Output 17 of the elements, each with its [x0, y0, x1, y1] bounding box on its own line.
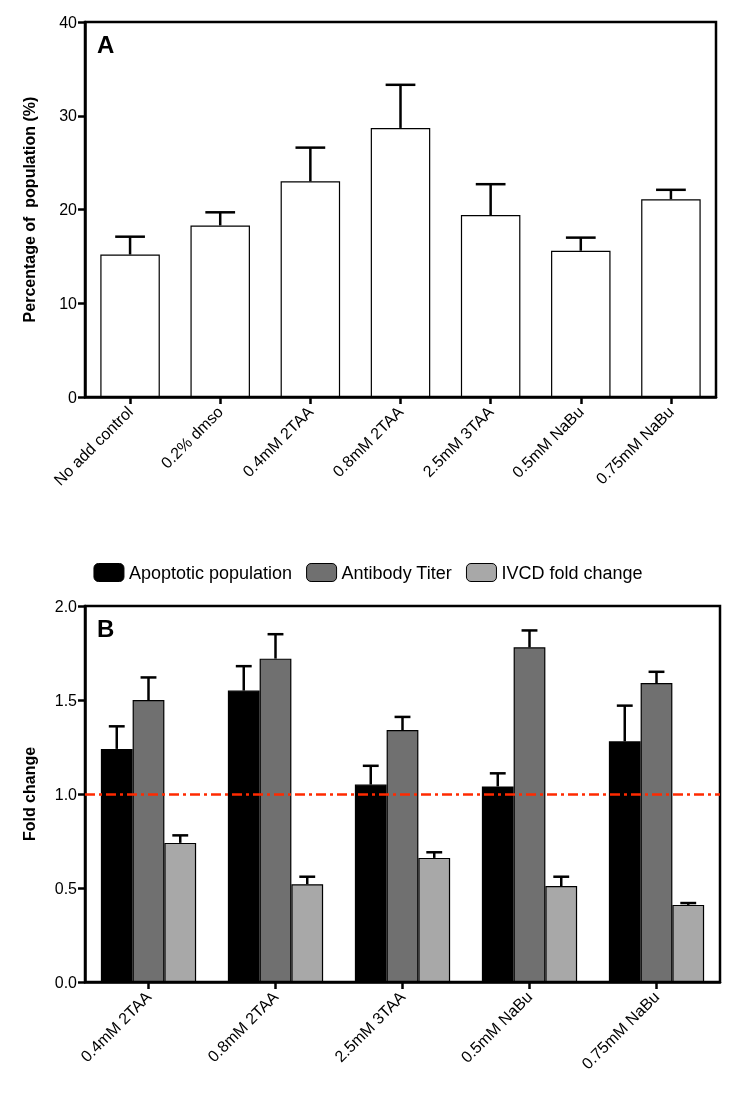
legend-label: Antibody Titer — [341, 562, 452, 583]
y-tick-label: 1.0 — [54, 785, 78, 803]
y-tick-label: 20 — [59, 201, 78, 218]
y-tick-label: 1.5 — [54, 691, 78, 709]
y-axis-title: Fold change — [20, 746, 38, 842]
annotation: A — [97, 30, 115, 58]
y-tick-label: 0.5 — [54, 879, 78, 897]
legend-label: Apoptotic population — [128, 562, 293, 583]
y-tick-label: 0 — [68, 388, 78, 406]
annotation: B — [97, 614, 115, 642]
y-tick-label: 2.0 — [54, 597, 78, 615]
y-tick-label: 10 — [59, 294, 78, 312]
y-tick-label: 30 — [59, 107, 78, 125]
legend-label: IVCD fold change — [501, 562, 643, 583]
y-axis-title: Percentage of population (%) — [20, 96, 38, 323]
y-tick-label: 40 — [59, 13, 78, 31]
y-tick-label: 0.0 — [54, 973, 78, 991]
